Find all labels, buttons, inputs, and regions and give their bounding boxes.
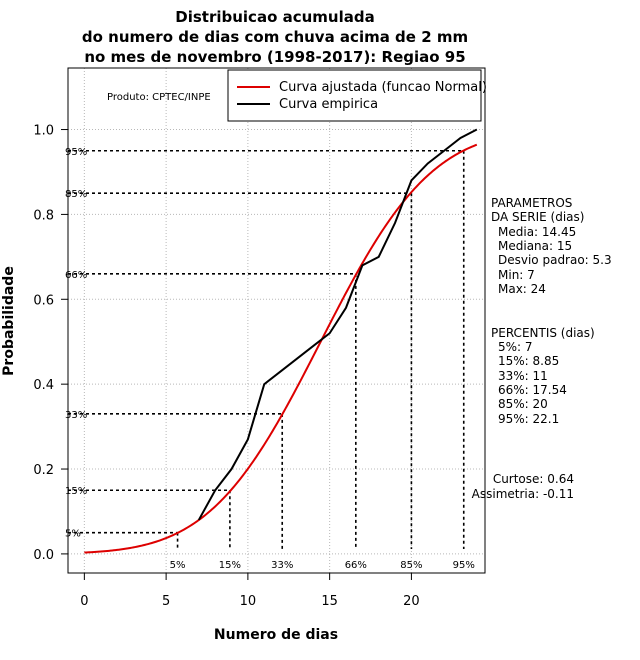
legend-box (227, 69, 482, 122)
percentile-66: 66%: 17.54 (498, 383, 567, 397)
parameters-block: PARAMETROS DA SERIE (dias) Media: 14.45 … (491, 196, 612, 296)
parameter-mean: Media: 14.45 (498, 225, 576, 239)
skewness-text: Assimetria: -0.11 (472, 487, 574, 501)
parameter-sd: Desvio padrao: 5.3 (498, 253, 612, 267)
title-line-3: no mes de novembro (1998-2017): Regiao 9… (84, 48, 465, 66)
percentile-x-label: 15% (219, 560, 241, 571)
title-line-1: Distribuicao acumulada (175, 8, 374, 26)
percentile-y-label: 33% (65, 410, 87, 421)
legend-label-empirical: Curva empirica (279, 97, 378, 112)
legend-label-normal: Curva ajustada (funcao Normal) (279, 80, 487, 95)
kurtosis-text: Curtose: 0.64 (493, 472, 574, 486)
axis-ticks: 0 5 10 15 20 0.0 0.2 0.4 0.6 0.8 1.0 (33, 124, 419, 609)
series-layer (84, 128, 478, 554)
parameters-header-1: PARAMETROS (491, 196, 572, 210)
percentile-y-label: 15% (65, 486, 87, 497)
x-tick-label: 5 (162, 594, 170, 609)
title-line-2: do numero de dias com chuva acima de 2 m… (82, 28, 468, 46)
x-tick-label: 20 (403, 594, 420, 609)
y-tick-label: 0.0 (33, 548, 54, 563)
legend: Curva ajustada (funcao Normal) Curva emp… (227, 69, 487, 122)
percentiles-block: PERCENTIS (dias) 5%: 7 15%: 8.85 33%: 11… (491, 326, 595, 426)
percentile-x-label: 5% (170, 560, 186, 571)
percentile-y-label: 66% (65, 270, 87, 281)
parameters-header-2: DA SERIE (dias) (491, 210, 584, 224)
percentile-y-label: 85% (65, 189, 87, 200)
plot-frame (67, 67, 486, 574)
percentile-y-label: 5% (65, 529, 81, 540)
y-tick-label: 0.4 (33, 378, 54, 393)
x-tick-label: 10 (240, 594, 257, 609)
y-axis-title: Probabilidade (1, 266, 17, 376)
grid (68, 68, 485, 573)
percentile-95: 95%: 22.1 (498, 412, 559, 426)
percentile-15: 15%: 8.85 (498, 354, 559, 368)
percentile-x-label: 66% (345, 560, 367, 571)
percentile-x-label: 85% (400, 560, 422, 571)
parameter-median: Mediana: 15 (498, 239, 572, 253)
percentile-33: 33%: 11 (498, 369, 548, 383)
x-tick-label: 15 (321, 594, 338, 609)
parameter-min: Min: 7 (498, 268, 535, 282)
percentile-guides: 5% 5% 15% 15% 33% 33% 66% 66% 85% 85% 95% 95% (65, 147, 475, 571)
y-tick-label: 0.8 (33, 208, 54, 223)
percentiles-header: PERCENTIS (dias) (491, 326, 595, 340)
percentile-x-label: 33% (271, 560, 293, 571)
x-tick-label: 0 (80, 594, 88, 609)
credit-text: Produto: CPTEC/INPE (107, 92, 211, 103)
chart-title: Distribuicao acumulada do numero de dias… (82, 8, 468, 66)
parameter-max: Max: 24 (498, 282, 546, 296)
y-tick-label: 0.2 (33, 463, 54, 478)
percentile-5: 5%: 7 (498, 340, 533, 354)
percentile-y-label: 95% (65, 147, 87, 158)
normal-cdf-line (84, 143, 478, 554)
x-axis-title: Numero de dias (214, 627, 338, 643)
y-tick-label: 1.0 (33, 124, 54, 139)
y-tick-label: 0.6 (33, 293, 54, 308)
percentile-x-label: 95% (453, 560, 475, 571)
shape-block: Curtose: 0.64 Assimetria: -0.11 (472, 472, 574, 501)
empirical-cdf-line (197, 128, 478, 521)
percentile-85: 85%: 20 (498, 397, 548, 411)
